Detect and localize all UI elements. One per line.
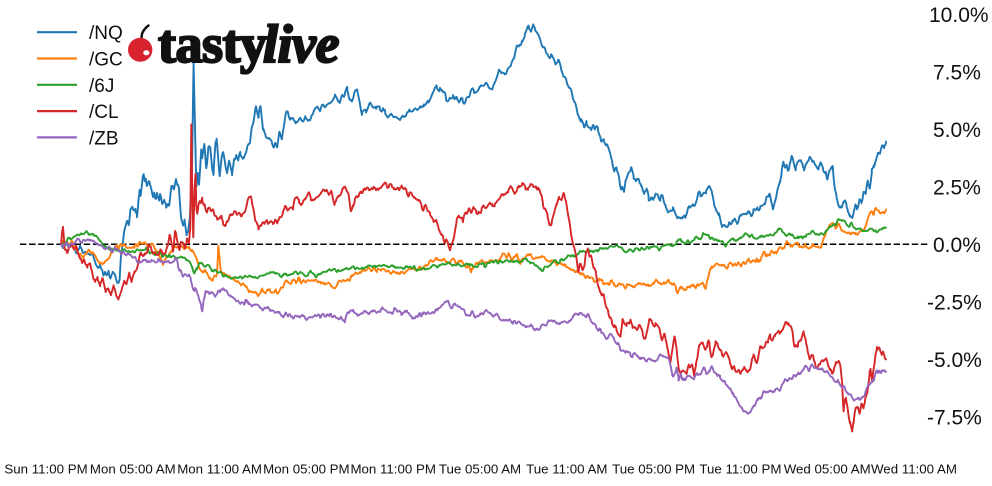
svg-text:/GC: /GC [89,50,123,71]
svg-text:Tue 05:00 AM: Tue 05:00 AM [439,462,521,477]
svg-text:-7.5%: -7.5% [927,406,982,429]
svg-text:7.5%: 7.5% [933,61,981,84]
svg-text:0.0%: 0.0% [933,234,981,257]
svg-text:/NQ: /NQ [89,23,123,44]
svg-text:Mon 05:00 PM: Mon 05:00 PM [263,462,349,477]
svg-text:-2.5%: -2.5% [927,291,982,314]
svg-text:/CL: /CL [89,102,119,123]
svg-text:live: live [263,14,339,74]
svg-text:Wed 11:00 AM: Wed 11:00 AM [871,462,957,477]
svg-text:/ZB: /ZB [89,128,119,149]
svg-text:Mon 11:00 PM: Mon 11:00 PM [350,462,436,477]
svg-text:Tue 11:00 AM: Tue 11:00 AM [526,462,607,477]
svg-text:Tue 11:00 PM: Tue 11:00 PM [699,462,781,477]
svg-text:Sun 11:00 PM: Sun 11:00 PM [4,462,87,477]
svg-text:10.0%: 10.0% [929,4,989,27]
svg-text:Tue 05:00 PM: Tue 05:00 PM [612,462,695,477]
svg-text:-5.0%: -5.0% [927,349,982,372]
svg-text:Wed 05:00 AM: Wed 05:00 AM [784,462,871,477]
svg-text:Mon 11:00 AM: Mon 11:00 AM [177,462,262,477]
svg-text:tasty: tasty [158,14,267,74]
svg-text:Mon 05:00 AM: Mon 05:00 AM [90,462,176,477]
svg-text:/6J: /6J [89,76,114,97]
svg-text:2.5%: 2.5% [933,176,981,199]
svg-text:5.0%: 5.0% [933,119,981,142]
